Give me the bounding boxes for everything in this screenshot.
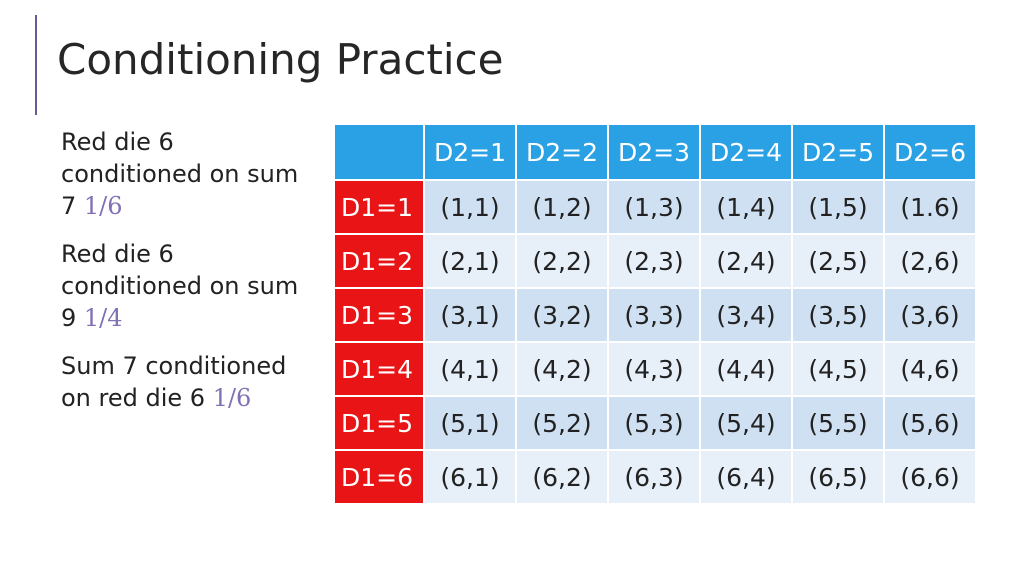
table-cell: (4,6) xyxy=(883,341,977,397)
table-row: D1=6 (6,1) (6,2) (6,3) (6,4) (6,5) (6,6) xyxy=(333,449,977,505)
slide-title: Conditioning Practice xyxy=(57,35,504,84)
table-cell: (6,4) xyxy=(699,449,793,505)
table-cell: (5,5) xyxy=(791,395,885,451)
table-cell: (5,1) xyxy=(423,395,517,451)
note-answer: 1/6 xyxy=(212,384,252,412)
table-cell: (3,5) xyxy=(791,287,885,343)
notes-list: Red die 6 conditioned on sum 7 1/6 Red d… xyxy=(61,126,321,430)
table-cell: (5,2) xyxy=(515,395,609,451)
table-cell: (3,6) xyxy=(883,287,977,343)
table-cell: (4,4) xyxy=(699,341,793,397)
table-cell: (1,3) xyxy=(607,179,701,235)
table-cell: (1,4) xyxy=(699,179,793,235)
column-header-d2-1: D2=1 xyxy=(423,123,517,181)
table-cell: (2,5) xyxy=(791,233,885,289)
table-cell: (3,3) xyxy=(607,287,701,343)
table-cell: (5,4) xyxy=(699,395,793,451)
table-row: D1=2 (2,1) (2,2) (2,3) (2,4) (2,5) (2,6) xyxy=(333,233,977,289)
table-cell: (2,1) xyxy=(423,233,517,289)
row-header-d1-5: D1=5 xyxy=(333,395,425,451)
table-row: D1=3 (3,1) (3,2) (3,3) (3,4) (3,5) (3,6) xyxy=(333,287,977,343)
table-cell: (3,2) xyxy=(515,287,609,343)
table-row: D1=5 (5,1) (5,2) (5,3) (5,4) (5,5) (5,6) xyxy=(333,395,977,451)
row-header-d1-6: D1=6 xyxy=(333,449,425,505)
note-item: Red die 6 conditioned on sum 9 1/4 xyxy=(61,238,321,334)
table-cell: (3,1) xyxy=(423,287,517,343)
table-cell: (2,2) xyxy=(515,233,609,289)
note-answer: 1/4 xyxy=(83,304,123,332)
row-header-d1-2: D1=2 xyxy=(333,233,425,289)
table-cell: (1,2) xyxy=(515,179,609,235)
table-row: D1=4 (4,1) (4,2) (4,3) (4,4) (4,5) (4,6) xyxy=(333,341,977,397)
column-header-d2-2: D2=2 xyxy=(515,123,609,181)
table-cell: (4,2) xyxy=(515,341,609,397)
table-cell: (6,1) xyxy=(423,449,517,505)
column-header-d2-3: D2=3 xyxy=(607,123,701,181)
note-text: Sum 7 conditioned on red die 6 xyxy=(61,352,287,412)
table-cell: (2,6) xyxy=(883,233,977,289)
title-accent-bar xyxy=(35,15,37,115)
row-header-d1-4: D1=4 xyxy=(333,341,425,397)
column-header-d2-5: D2=5 xyxy=(791,123,885,181)
table-cell: (5,3) xyxy=(607,395,701,451)
table-cell: (4,1) xyxy=(423,341,517,397)
table-cell: (1,5) xyxy=(791,179,885,235)
dice-outcome-table: D2=1 D2=2 D2=3 D2=4 D2=5 D2=6 D1=1 (1,1)… xyxy=(333,123,977,505)
table-cell: (6,2) xyxy=(515,449,609,505)
note-text: Red die 6 conditioned on sum 9 xyxy=(61,240,299,332)
note-item: Sum 7 conditioned on red die 6 1/6 xyxy=(61,350,321,414)
column-header-d2-4: D2=4 xyxy=(699,123,793,181)
table-cell: (6,6) xyxy=(883,449,977,505)
column-header-d2-6: D2=6 xyxy=(883,123,977,181)
table-cell: (6,3) xyxy=(607,449,701,505)
table-cell: (1,1) xyxy=(423,179,517,235)
note-item: Red die 6 conditioned on sum 7 1/6 xyxy=(61,126,321,222)
table-cell: (5,6) xyxy=(883,395,977,451)
note-text: Red die 6 conditioned on sum 7 xyxy=(61,128,299,220)
table-cell: (1.6) xyxy=(883,179,977,235)
table-header-row: D2=1 D2=2 D2=3 D2=4 D2=5 D2=6 xyxy=(333,123,977,181)
table-corner-cell xyxy=(333,123,425,181)
table-row: D1=1 (1,1) (1,2) (1,3) (1,4) (1,5) (1.6) xyxy=(333,179,977,235)
table-cell: (6,5) xyxy=(791,449,885,505)
note-answer: 1/6 xyxy=(83,192,123,220)
row-header-d1-3: D1=3 xyxy=(333,287,425,343)
row-header-d1-1: D1=1 xyxy=(333,179,425,235)
table-cell: (3,4) xyxy=(699,287,793,343)
table-cell: (4,3) xyxy=(607,341,701,397)
table-cell: (2,3) xyxy=(607,233,701,289)
table-cell: (2,4) xyxy=(699,233,793,289)
table-cell: (4,5) xyxy=(791,341,885,397)
